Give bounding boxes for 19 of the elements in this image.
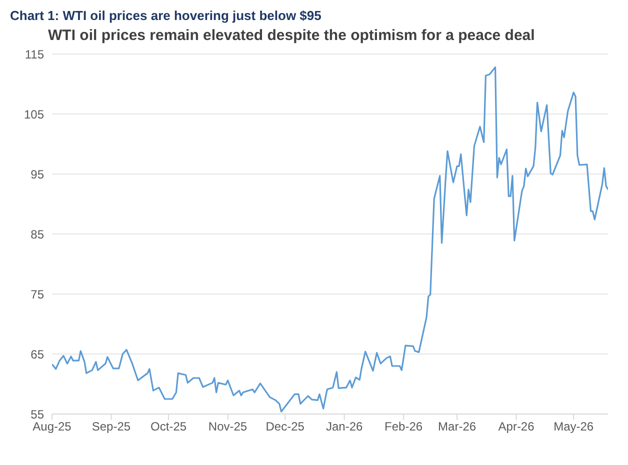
y-tick-label: 95 bbox=[30, 167, 44, 182]
x-tick-label: Oct-25 bbox=[150, 420, 187, 434]
x-tick-label: Apr-26 bbox=[498, 420, 535, 434]
x-tick-label: Dec-25 bbox=[266, 420, 305, 434]
x-tick-label: Sep-25 bbox=[92, 420, 131, 434]
x-tick-label: Mar-26 bbox=[438, 420, 476, 434]
y-tick-label: 105 bbox=[24, 107, 44, 122]
x-tick-label: Nov-25 bbox=[208, 420, 248, 434]
chart-title: Chart 1: WTI oil prices are hovering just below $95 bbox=[9, 8, 322, 25]
chart-subtitle: WTI oil prices remain elevated despite the optimism for a peace deal bbox=[47, 27, 536, 44]
x-tick-label: May-26 bbox=[554, 420, 594, 434]
x-tick-label: Jan-26 bbox=[326, 420, 363, 434]
y-tick-label: 75 bbox=[30, 287, 44, 302]
y-tick-label: 65 bbox=[30, 347, 44, 362]
y-tick-label: 55 bbox=[30, 407, 44, 422]
y-tick-label: 85 bbox=[30, 227, 44, 242]
x-tick-label: Aug-25 bbox=[32, 420, 72, 434]
x-tick-label: Feb-26 bbox=[384, 420, 423, 434]
y-tick-label: 115 bbox=[24, 47, 44, 62]
